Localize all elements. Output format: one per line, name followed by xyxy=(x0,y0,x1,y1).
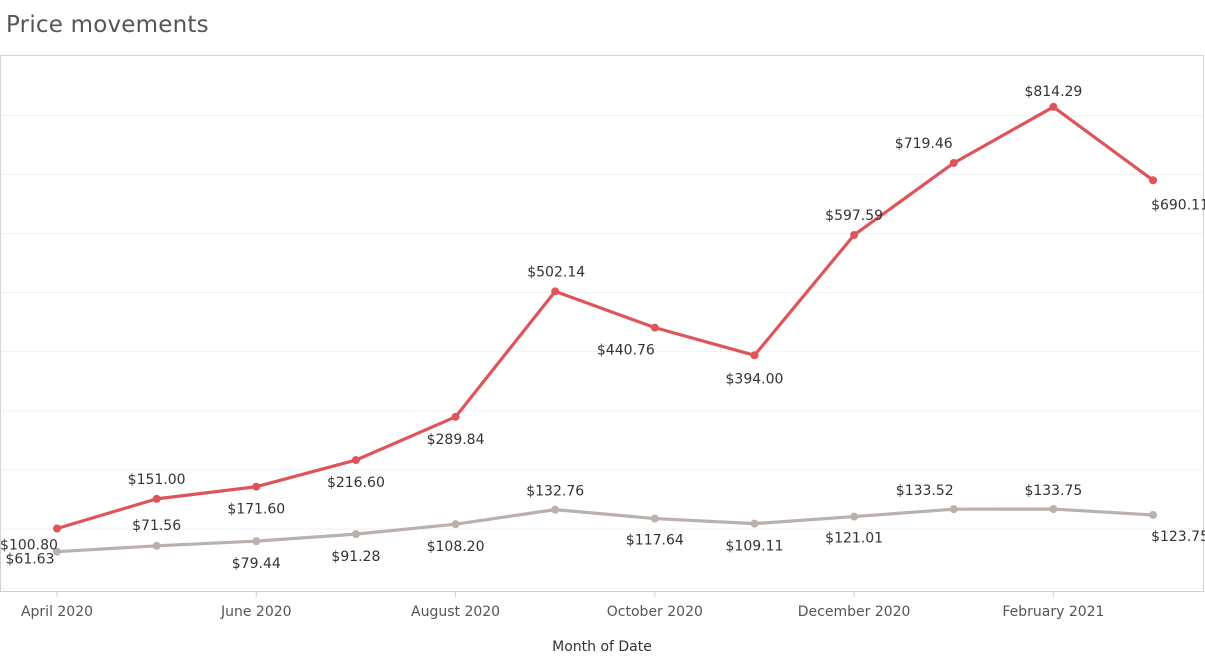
x-axis-title: Month of Date xyxy=(552,639,652,655)
data-label: $502.14 xyxy=(527,264,585,280)
data-label: $690.11 xyxy=(1151,197,1205,213)
x-tick-label: December 2020 xyxy=(798,604,911,620)
data-point[interactable] xyxy=(750,519,759,528)
data-point[interactable] xyxy=(252,482,261,491)
data-point[interactable] xyxy=(152,494,161,503)
data-point[interactable] xyxy=(451,412,460,421)
data-label: $121.01 xyxy=(825,531,883,547)
series-line xyxy=(55,105,1155,531)
gridlines xyxy=(1,114,1203,589)
data-point[interactable] xyxy=(252,537,261,546)
data-label: $597.59 xyxy=(825,208,883,224)
series-line xyxy=(55,507,1155,554)
data-label: $440.76 xyxy=(597,343,655,359)
data-point[interactable] xyxy=(152,541,161,550)
data-label: $216.60 xyxy=(327,475,385,491)
data-point[interactable] xyxy=(1049,102,1058,111)
data-label: $132.76 xyxy=(526,484,584,500)
data-label: $133.52 xyxy=(896,483,954,499)
x-axis: April 2020 June 2020 August 2020 October 20… xyxy=(0,591,1204,620)
chart-frame xyxy=(0,55,1204,592)
data-point[interactable] xyxy=(451,520,460,529)
data-label: $79.44 xyxy=(232,556,281,572)
page-title: Price movements xyxy=(6,12,209,38)
data-label: $171.60 xyxy=(227,502,285,518)
x-tick-label: February 2021 xyxy=(1002,604,1104,620)
data-point[interactable] xyxy=(949,505,958,514)
data-label: $151.00 xyxy=(128,472,186,488)
data-label: $91.28 xyxy=(331,549,380,565)
data-label: $100.80 xyxy=(0,538,58,554)
x-tick-label: June 2020 xyxy=(220,604,292,620)
data-point[interactable] xyxy=(1049,505,1058,514)
data-point[interactable] xyxy=(949,158,958,167)
data-point[interactable] xyxy=(750,351,759,360)
data-point[interactable] xyxy=(351,456,360,465)
data-point[interactable] xyxy=(850,512,859,521)
series-lines xyxy=(55,105,1155,554)
x-tick-label: August 2020 xyxy=(411,604,500,620)
data-label: $108.20 xyxy=(427,539,485,555)
data-point[interactable] xyxy=(53,547,61,556)
data-point[interactable] xyxy=(53,524,61,533)
data-label: $719.46 xyxy=(895,136,953,152)
data-point[interactable] xyxy=(551,505,560,514)
x-tick-label: April 2020 xyxy=(21,604,93,620)
data-label: $117.64 xyxy=(626,533,684,549)
series-points xyxy=(53,102,1158,556)
data-point[interactable] xyxy=(551,287,560,296)
data-point[interactable] xyxy=(650,514,659,523)
x-tick-label: October 2020 xyxy=(607,604,703,620)
data-label: $289.84 xyxy=(427,432,485,448)
data-label: $394.00 xyxy=(726,371,784,387)
data-point[interactable] xyxy=(1149,510,1158,519)
data-point[interactable] xyxy=(650,323,659,332)
data-label: $109.11 xyxy=(726,539,784,555)
data-label: $71.56 xyxy=(132,518,181,534)
data-label: $133.75 xyxy=(1024,483,1082,499)
data-labels: $100.80 $151.00 $171.60 $216.60 $289.84 $502.… xyxy=(0,84,1205,572)
data-label: $123.75 xyxy=(1151,529,1205,545)
data-point[interactable] xyxy=(850,230,859,239)
data-point[interactable] xyxy=(1149,176,1158,185)
data-label: $814.29 xyxy=(1024,84,1082,100)
data-point[interactable] xyxy=(351,530,360,539)
data-label: $61.63 xyxy=(6,552,55,568)
